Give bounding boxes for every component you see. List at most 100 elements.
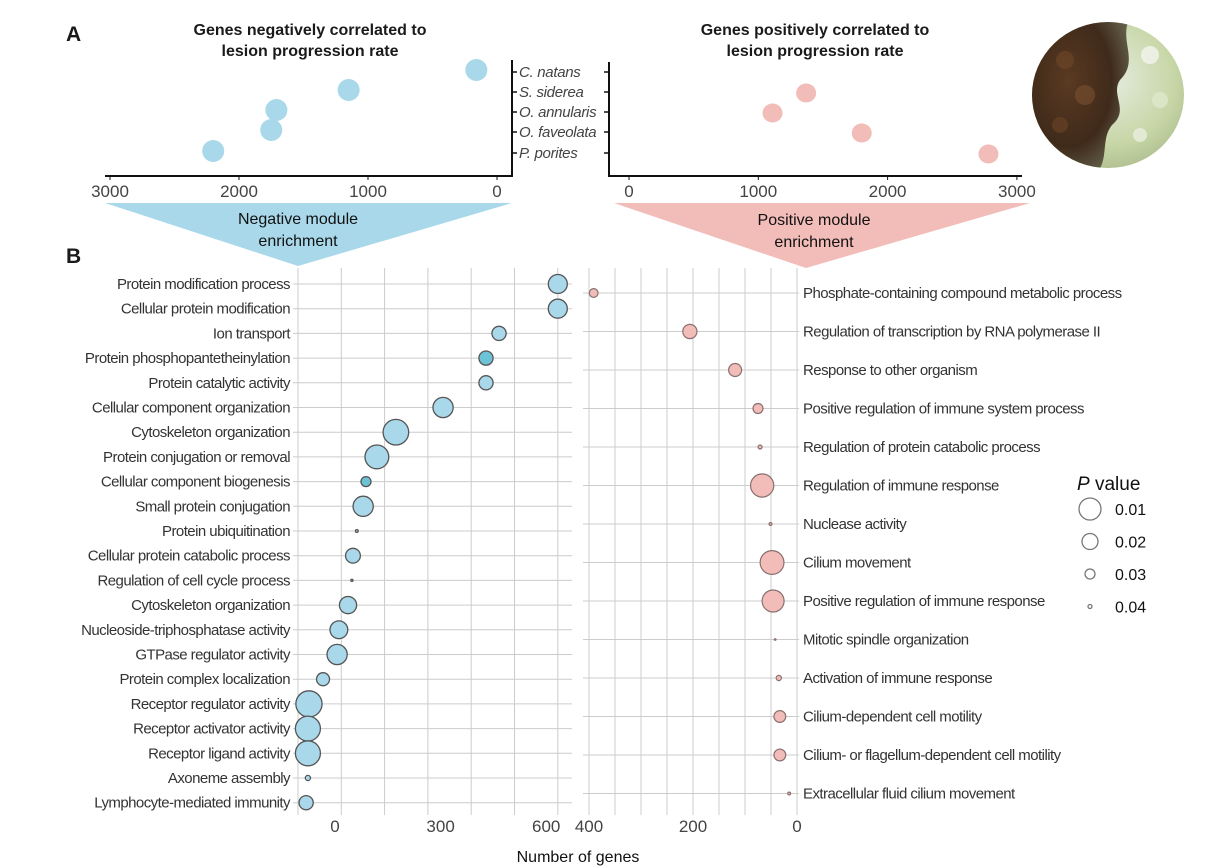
term-label: Extracellular fluid cilium movement <box>803 786 1016 803</box>
enrichment-bubble <box>298 794 314 811</box>
data-point <box>260 119 283 141</box>
panel-label-b: B <box>66 245 81 268</box>
x-axis-title: Number of genes <box>517 849 640 866</box>
enrichment-bubble <box>547 298 568 319</box>
enrichment-bubble <box>360 475 372 488</box>
legend-title-rest: value <box>1090 474 1141 495</box>
x-tick-label: 3000 <box>998 182 1036 201</box>
negative-enrichment-grid: Protein modification process Cellular pro… <box>81 268 572 836</box>
enrichment-bubble <box>773 710 787 723</box>
x-tick-label: 0 <box>330 817 339 836</box>
term-label: Phosphate-containing compound metabolic … <box>803 285 1122 302</box>
term-label: Cellular component biogenesis <box>101 474 290 491</box>
term-label: Receptor activator activity <box>133 721 291 738</box>
species-label: O. annularis <box>519 104 597 121</box>
enrichment-bubble <box>728 362 743 378</box>
negative-title-line2: lesion progression rate <box>222 43 399 60</box>
data-point <box>796 83 817 103</box>
term-label: Cellular protein catabolic process <box>88 548 290 565</box>
legend-label: 0.01 <box>1115 502 1146 519</box>
enrichment-bubble <box>294 740 322 767</box>
enrichment-bubble <box>382 418 410 446</box>
panel-label-a: A <box>66 23 81 46</box>
enrichment-bubble <box>759 549 785 576</box>
term-label: Axoneme assembly <box>168 770 291 787</box>
enrichment-bubble <box>757 444 763 450</box>
enrichment-bubble <box>432 396 454 419</box>
term-label: Receptor regulator activity <box>131 696 291 713</box>
enrichment-bubble <box>547 273 568 295</box>
p-value-legend: 0.01 0.02 0.03 0.04 <box>1078 497 1146 617</box>
enrichment-bubble <box>338 595 358 615</box>
legend-title: P value <box>1077 474 1140 495</box>
term-label: Cellular protein modification <box>121 301 290 318</box>
x-tick-label: 2000 <box>869 182 907 201</box>
enrichment-bubble <box>491 325 507 342</box>
legend-circle <box>1084 568 1096 580</box>
enrichment-bubble <box>326 643 348 666</box>
term-label: Mitotic spindle organization <box>803 632 969 649</box>
term-label: GTPase regulator activity <box>135 647 291 664</box>
negative-top-marks: C. natans S. siderea O. annularis O. faveol… <box>91 59 597 201</box>
legend-title-p: P <box>1077 474 1090 495</box>
term-label: Response to other organism <box>803 362 977 379</box>
enrichment-bubble <box>295 690 323 718</box>
enrichment-bubble <box>749 473 775 498</box>
data-point <box>265 99 288 121</box>
term-label: Nuclease activity <box>803 516 907 533</box>
enrichment-bubble <box>761 589 785 613</box>
term-label: Regulation of protein catabolic process <box>803 439 1040 456</box>
x-tick-label: 3000 <box>91 182 129 201</box>
negative-funnel-line1: Negative module <box>238 211 358 228</box>
term-label: Protein conjugation or removal <box>103 449 290 466</box>
term-label: Protein phosphopantetheinylation <box>85 350 290 367</box>
enrichment-bubble <box>752 402 764 415</box>
term-label: Nucleoside-triphosphatase activity <box>81 622 291 639</box>
negative-top-axes <box>105 60 513 177</box>
enrichment-bubble <box>352 495 374 518</box>
coral-lesion-photo <box>1032 22 1184 168</box>
positive-enrichment-grid: Phosphate-containing compound metabolic … <box>575 268 1122 836</box>
legend-label: 0.04 <box>1115 600 1146 617</box>
positive-top-axes <box>608 62 1022 177</box>
enrichment-bubble <box>304 774 312 782</box>
x-tick-label: 600 <box>532 817 560 836</box>
legend-circle <box>1081 532 1099 551</box>
x-tick-label: 0 <box>792 817 801 836</box>
term-label: Regulation of immune response <box>803 478 999 495</box>
x-tick-label: 200 <box>679 817 707 836</box>
term-label: Cilium movement <box>803 555 912 572</box>
enrichment-bubble <box>354 528 359 534</box>
positive-funnel-line2: enrichment <box>774 234 854 251</box>
term-label: Positive regulation of immune system pro… <box>803 401 1084 418</box>
enrichment-bubble <box>588 288 599 298</box>
enrichment-bubble <box>768 522 773 526</box>
legend-label: 0.02 <box>1115 535 1146 552</box>
term-label: Protein catalytic activity <box>148 375 291 392</box>
negative-funnel <box>105 203 512 266</box>
enrichment-bubble <box>329 620 349 640</box>
x-tick-label: 2000 <box>220 182 258 201</box>
enrichment-bubble <box>478 350 494 366</box>
enrichment-bubble <box>773 638 777 641</box>
enrichment-bubble <box>682 323 698 340</box>
data-point <box>978 144 999 164</box>
enrichment-bubble <box>350 578 354 583</box>
enrichment-bubble <box>775 674 782 682</box>
term-label: Regulation of cell cycle process <box>97 572 290 589</box>
term-label: Regulation of transcription by RNA polym… <box>803 324 1100 341</box>
x-tick-label: 1000 <box>739 182 777 201</box>
term-label: Ion transport <box>213 325 291 342</box>
x-tick-label: 0 <box>492 182 501 201</box>
negative-title-line1: Genes negatively correlated to <box>194 22 427 39</box>
term-label: Activation of immune response <box>803 670 992 687</box>
data-point <box>202 140 225 162</box>
term-label: Receptor ligand activity <box>148 745 291 762</box>
positive-top-marks: 0 1000 2000 3000 <box>604 71 1036 201</box>
term-label: Cytoskeleton organization <box>131 597 290 614</box>
species-label: P. porites <box>519 145 578 162</box>
term-label: Cilium- or flagellum-dependent cell moti… <box>803 747 1062 764</box>
legend-circle <box>1078 497 1102 521</box>
term-label: Cilium-dependent cell motility <box>803 709 983 726</box>
